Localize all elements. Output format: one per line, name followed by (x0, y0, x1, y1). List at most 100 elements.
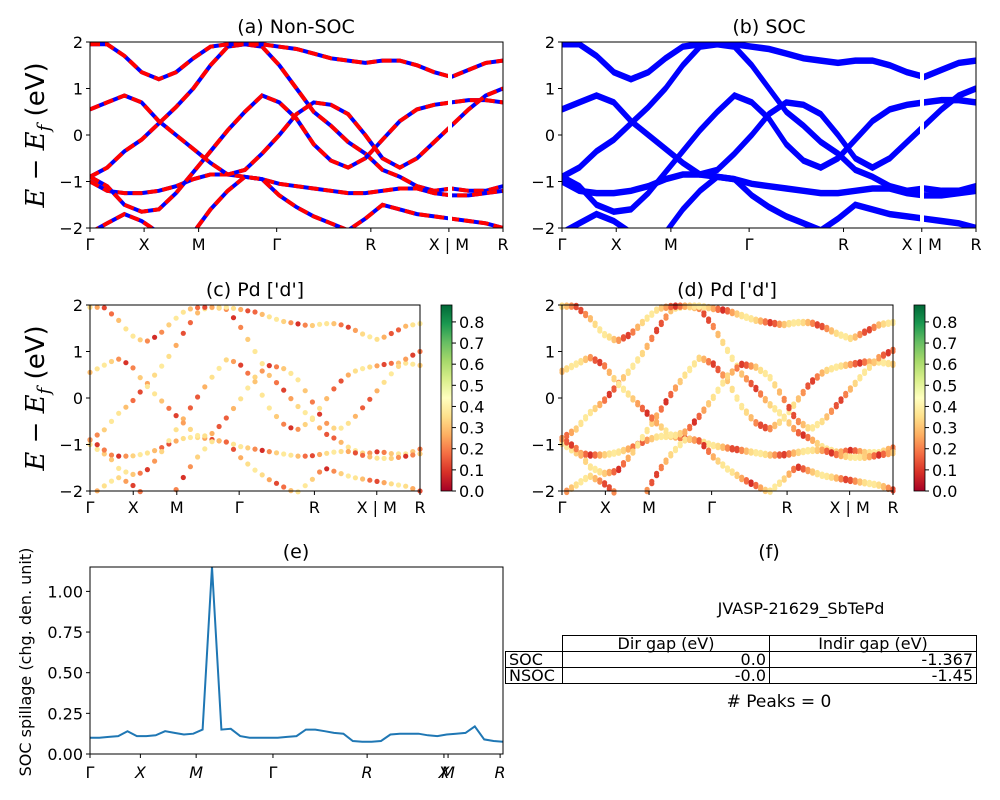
proj-point-1-7-1 (592, 451, 598, 457)
proj-point-2-28-1 (691, 360, 698, 366)
proj-point-3-12-1 (616, 380, 622, 386)
proj-point-5-57-1 (828, 473, 835, 479)
proj-point-2-10-0 (159, 449, 165, 455)
k-label-5: X | M (429, 235, 469, 254)
proj-point-2-12-0 (173, 427, 179, 433)
proj-point-2-24-1 (672, 384, 679, 390)
proj-point-1-54-1 (814, 446, 820, 452)
band-line-1-1 (562, 174, 976, 199)
proj-point-5-37-0 (352, 475, 358, 481)
proj-point-2-36-0 (345, 372, 351, 378)
proj-point-2-13-1 (620, 460, 627, 466)
title-d: (d) Pd ['d'] (677, 279, 777, 301)
proj-point-1-48-1 (786, 450, 792, 456)
proj-point-0-34-0 (331, 435, 337, 441)
proj-point-2-57-1 (828, 365, 835, 371)
proj-point-1-40-1 (748, 448, 754, 454)
proj-point-3-33-1 (715, 386, 721, 392)
proj-point-2-33-0 (324, 396, 330, 402)
proj-point-4-43-0 (395, 327, 402, 333)
proj-point-4-9-0 (152, 334, 158, 340)
proj-point-1-2-0 (101, 451, 107, 457)
proj-point-3-7-0 (137, 375, 143, 381)
proj-point-2-2-1 (568, 441, 575, 447)
proj-point-1-8-1 (597, 451, 603, 457)
proj-point-4-8-1 (597, 326, 603, 332)
proj-point-5-21-0 (238, 455, 244, 461)
proj-point-2-14-1 (625, 454, 631, 460)
proj-point-0-44-1 (767, 401, 773, 407)
table-header-dir: Dir gap (eV) (562, 635, 770, 652)
y-label-1: −1 (531, 173, 555, 192)
proj-point-4-47-1 (781, 320, 787, 326)
proj-point-3-26-1 (682, 428, 688, 434)
proj-point-1-51-1 (800, 447, 806, 453)
k-label-2: M (192, 235, 206, 254)
proj-point-2-43-1 (762, 423, 768, 429)
proj-point-3-14-1 (625, 390, 631, 396)
proj-point-0-30-0 (302, 410, 308, 416)
proj-point-4-68-1 (880, 320, 887, 326)
proj-point-5-63-1 (857, 478, 863, 484)
proj-point-1-33-0 (324, 450, 330, 456)
dots-d (559, 302, 896, 496)
proj-point-3-6-1 (587, 353, 594, 360)
proj-point-1-44-1 (767, 451, 773, 457)
proj-point-0-22-1 (663, 313, 669, 319)
proj-point-5-41-1 (753, 481, 759, 487)
band-line-4-dashed (90, 42, 503, 82)
proj-point-5-26-0 (273, 480, 280, 486)
proj-point-3-26-0 (273, 364, 280, 370)
proj-point-4-12-1 (616, 336, 622, 342)
proj-point-2-24-0 (259, 392, 265, 398)
proj-point-4-10-1 (606, 333, 612, 339)
proj-point-0-42-0 (388, 451, 394, 457)
proj-point-5-52-1 (805, 466, 811, 472)
proj-point-1-29-0 (295, 453, 301, 459)
ylabel-mid: E − Ef (eV) (21, 325, 55, 471)
proj-point-3-25-0 (266, 363, 272, 369)
proj-point-0-36-0 (345, 444, 351, 450)
proj-point-0-23-0 (252, 348, 258, 355)
proj-point-3-20-1 (654, 419, 660, 425)
proj-point-5-35-1 (724, 465, 731, 471)
proj-point-5-32-0 (317, 469, 323, 475)
proj-point-3-19-0 (223, 415, 229, 421)
title-b: (b) SOC (732, 16, 805, 38)
proj-point-2-30-0 (302, 421, 308, 428)
proj-point-3-5-1 (583, 355, 589, 361)
proj-point-3-49-1 (791, 411, 797, 417)
proj-point-4-59-1 (838, 331, 844, 337)
proj-point-3-40-0 (374, 388, 380, 394)
bands-b (562, 42, 976, 228)
proj-point-2-21-1 (658, 405, 664, 411)
proj-point-2-38-1 (739, 402, 745, 408)
cb-label-0-5: 0.5 (459, 376, 484, 395)
proj-point-4-41-0 (381, 334, 387, 340)
proj-point-4-27-0 (281, 318, 287, 325)
proj-point-3-41-0 (381, 379, 387, 385)
k-label-6: R (970, 235, 981, 254)
proj-point-5-59-1 (838, 475, 844, 481)
proj-point-0-35-1 (724, 346, 731, 352)
colorbar-d (913, 304, 926, 492)
proj-point-2-36-1 (729, 385, 735, 391)
proj-point-1-42-1 (758, 449, 764, 455)
proj-point-3-46-1 (776, 388, 783, 394)
proj-point-2-10-1 (606, 468, 612, 474)
proj-point-4-42-1 (758, 317, 764, 323)
proj-point-0-43-0 (395, 451, 402, 457)
proj-point-4-17-1 (639, 318, 646, 324)
proj-point-3-11-0 (166, 405, 172, 411)
proj-point-3-32-1 (710, 393, 716, 399)
proj-point-1-34-1 (720, 443, 726, 449)
proj-point-2-7-0 (137, 470, 143, 476)
proj-point-1-32-1 (710, 441, 716, 447)
cb-label-1-7: 0.7 (932, 334, 957, 353)
proj-point-5-42-0 (388, 481, 394, 487)
proj-point-4-46-1 (776, 320, 783, 326)
k-label-6: R (414, 498, 425, 517)
proj-point-4-9-1 (602, 330, 608, 337)
proj-point-2-47-1 (781, 414, 787, 420)
proj-point-5-35-0 (338, 471, 344, 477)
